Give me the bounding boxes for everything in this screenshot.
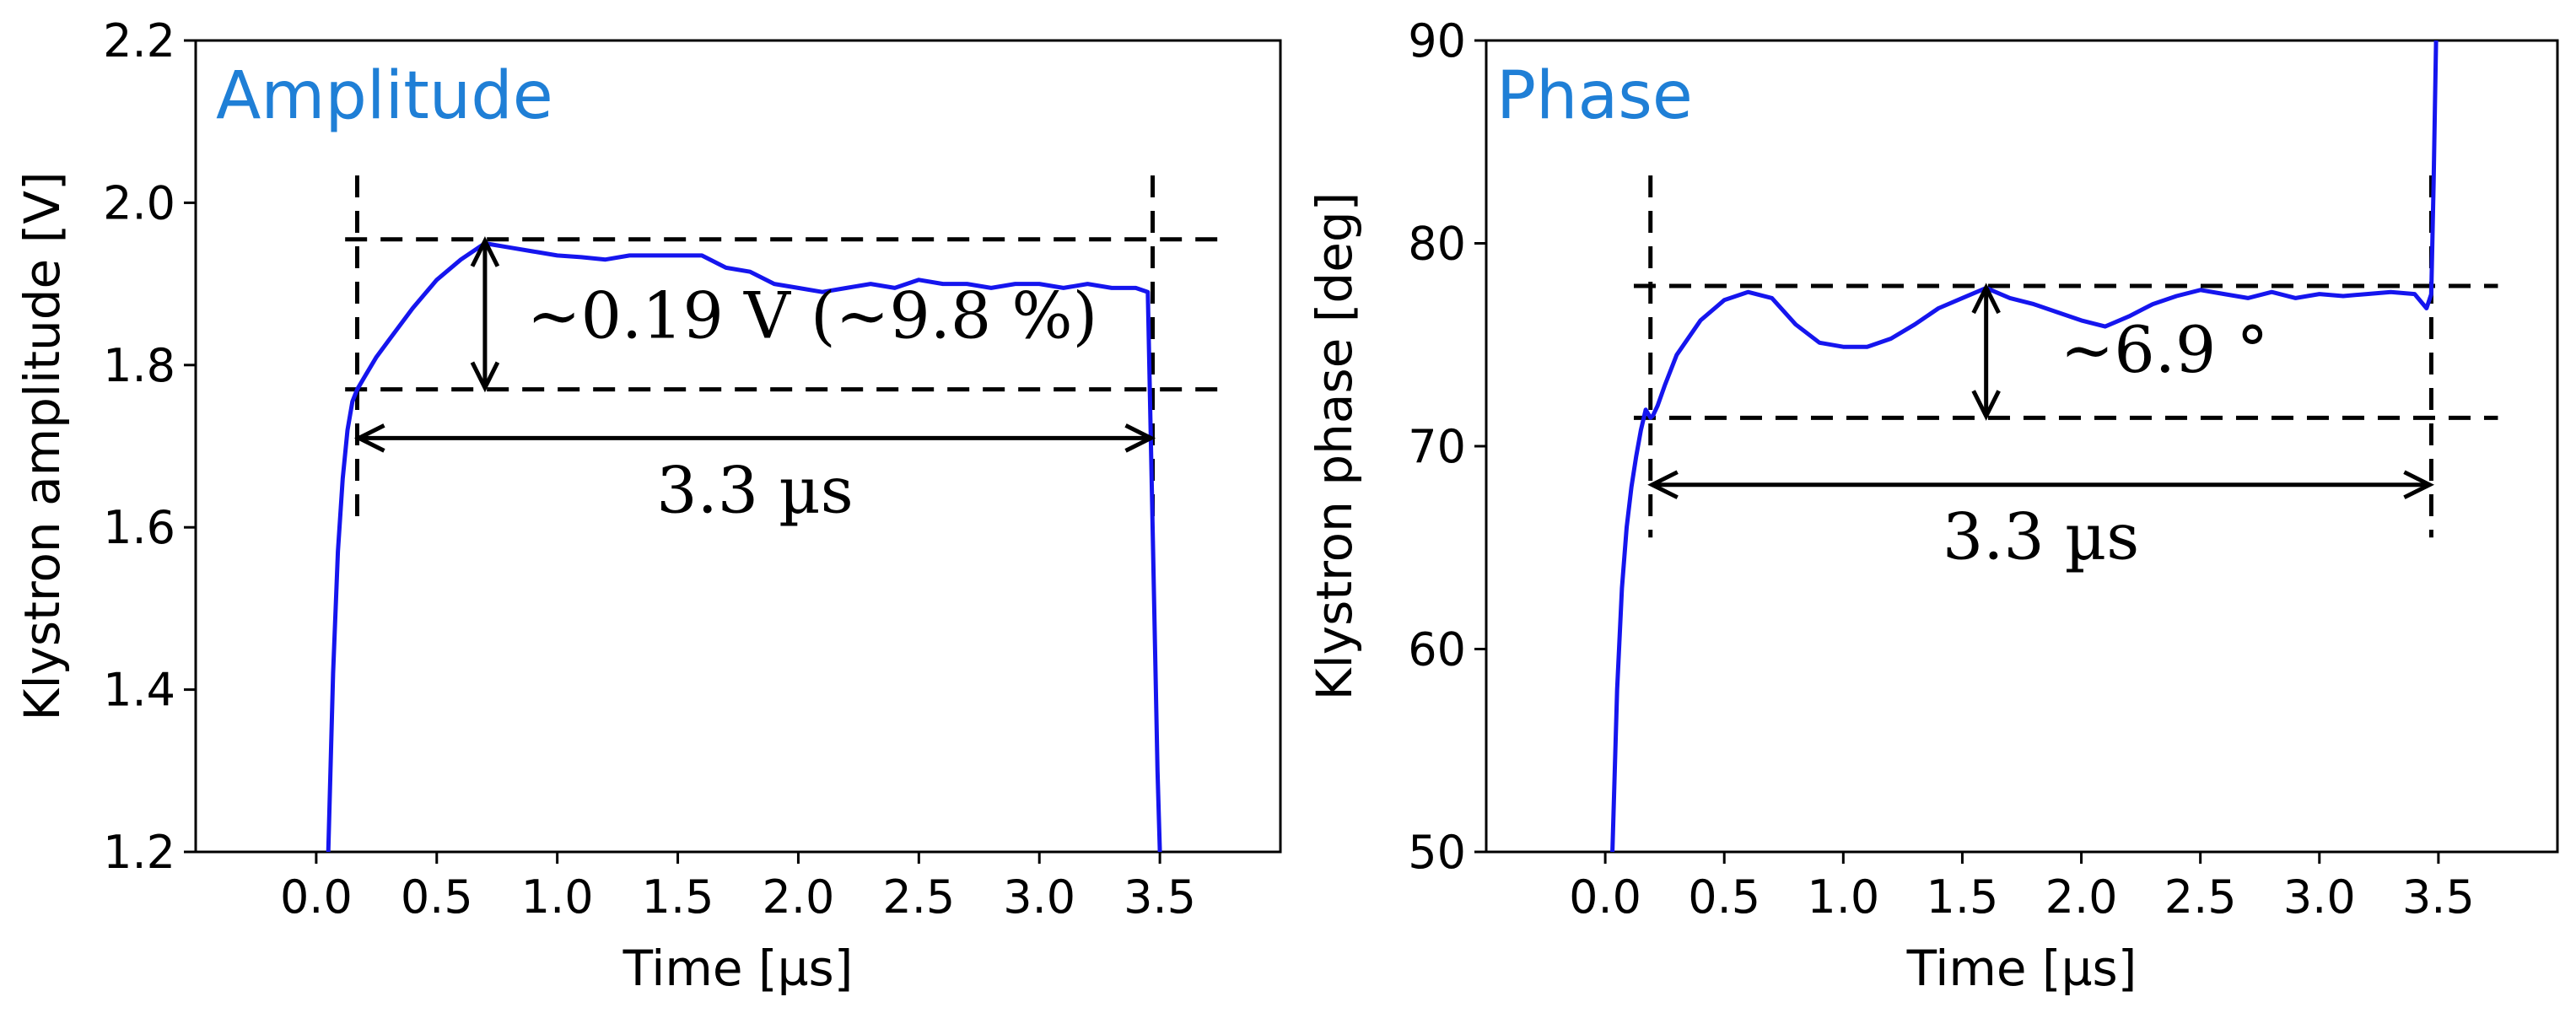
delta-arrow-head-top xyxy=(1971,283,2001,315)
y-tick-label: 50 xyxy=(1408,826,1466,879)
width-arrow-head-left xyxy=(353,423,385,453)
delta-annotation: ~0.19 V (~9.8 %) xyxy=(527,278,1097,353)
width-arrow-head-left xyxy=(1647,470,1679,499)
y-tick-label: 70 xyxy=(1408,420,1466,473)
width-arrow-head-right xyxy=(1124,423,1156,453)
x-tick-label: 2.0 xyxy=(762,870,834,924)
x-tick-label: 2.5 xyxy=(2164,870,2237,924)
y-tick-label: 80 xyxy=(1408,218,1466,271)
panel-title: Amplitude xyxy=(216,58,553,134)
width-annotation: 3.3 µs xyxy=(656,452,853,527)
x-axis-label: Time [µs] xyxy=(622,940,854,997)
panel-title: Phase xyxy=(1496,58,1693,134)
x-axis-label: Time [µs] xyxy=(1906,940,2137,997)
width-annotation: 3.3 µs xyxy=(1943,499,2139,574)
x-tick-label: 0.0 xyxy=(280,870,353,924)
y-tick-label: 60 xyxy=(1408,623,1466,676)
x-tick-label: 3.5 xyxy=(1124,870,1196,924)
y-tick-label: 1.6 xyxy=(103,501,175,554)
plot-frame xyxy=(194,39,1282,854)
x-tick-label: 2.0 xyxy=(2045,870,2118,924)
x-tick-label: 3.0 xyxy=(1003,870,1075,924)
data-series-line xyxy=(1610,40,2439,852)
delta-arrow-head-bottom xyxy=(470,361,500,393)
y-tick-label: 1.2 xyxy=(103,826,175,879)
delta-arrow-head-top xyxy=(470,236,500,267)
x-tick-label: 1.0 xyxy=(521,870,594,924)
plot-frame xyxy=(1485,39,2559,854)
amplitude-panel: 0.0 0.5 1.0 1.5 2.0 2.5 3.0 3.5 1.2 1.4 1.6 1.8 2.0 2… xyxy=(13,14,1282,997)
delta-arrow-head-bottom xyxy=(1971,390,2001,421)
x-tick-label: 0.0 xyxy=(1569,870,1641,924)
x-tick-label: 1.0 xyxy=(1807,870,1879,924)
y-tick-label: 2.0 xyxy=(103,176,175,229)
x-tick-label: 0.5 xyxy=(401,870,473,924)
data-series-line xyxy=(326,241,1162,852)
x-tick-label: 1.5 xyxy=(642,870,714,924)
phase-panel: 0.0 0.5 1.0 1.5 2.0 2.5 3.0 3.5 50 60 70 80 90 Time [… xyxy=(1306,14,2559,997)
y-axis-label: Klystron amplitude [V] xyxy=(13,171,71,720)
x-tick-label: 2.5 xyxy=(882,870,955,924)
x-tick-label: 0.5 xyxy=(1688,870,1760,924)
y-tick-label: 1.4 xyxy=(103,664,175,717)
width-arrow-head-right xyxy=(2403,470,2435,499)
y-tick-label: 2.2 xyxy=(103,14,175,67)
x-tick-label: 3.5 xyxy=(2402,870,2475,924)
y-tick-label: 90 xyxy=(1408,14,1466,67)
y-axis-label: Klystron phase [deg] xyxy=(1306,192,1363,701)
x-tick-label: 3.0 xyxy=(2283,870,2356,924)
x-tick-label: 1.5 xyxy=(1926,870,1998,924)
delta-annotation: ~6.9 ° xyxy=(2061,312,2269,387)
y-tick-label: 1.8 xyxy=(103,339,175,392)
